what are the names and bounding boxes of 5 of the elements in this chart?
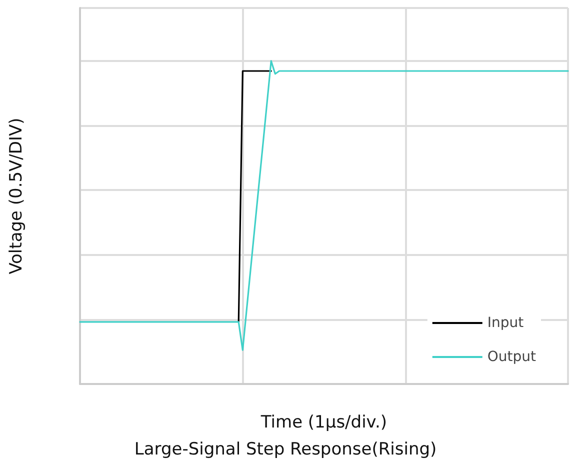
text: Large-Signal Step Response(Rising) [134, 440, 437, 460]
y-axis-title: Voltage (0.5V/DIV) [6, 118, 26, 274]
legend-label: Input [487, 315, 524, 331]
x-axis-title: Time (1μs/div.) [260, 412, 388, 432]
legend-label: Output [487, 349, 537, 365]
